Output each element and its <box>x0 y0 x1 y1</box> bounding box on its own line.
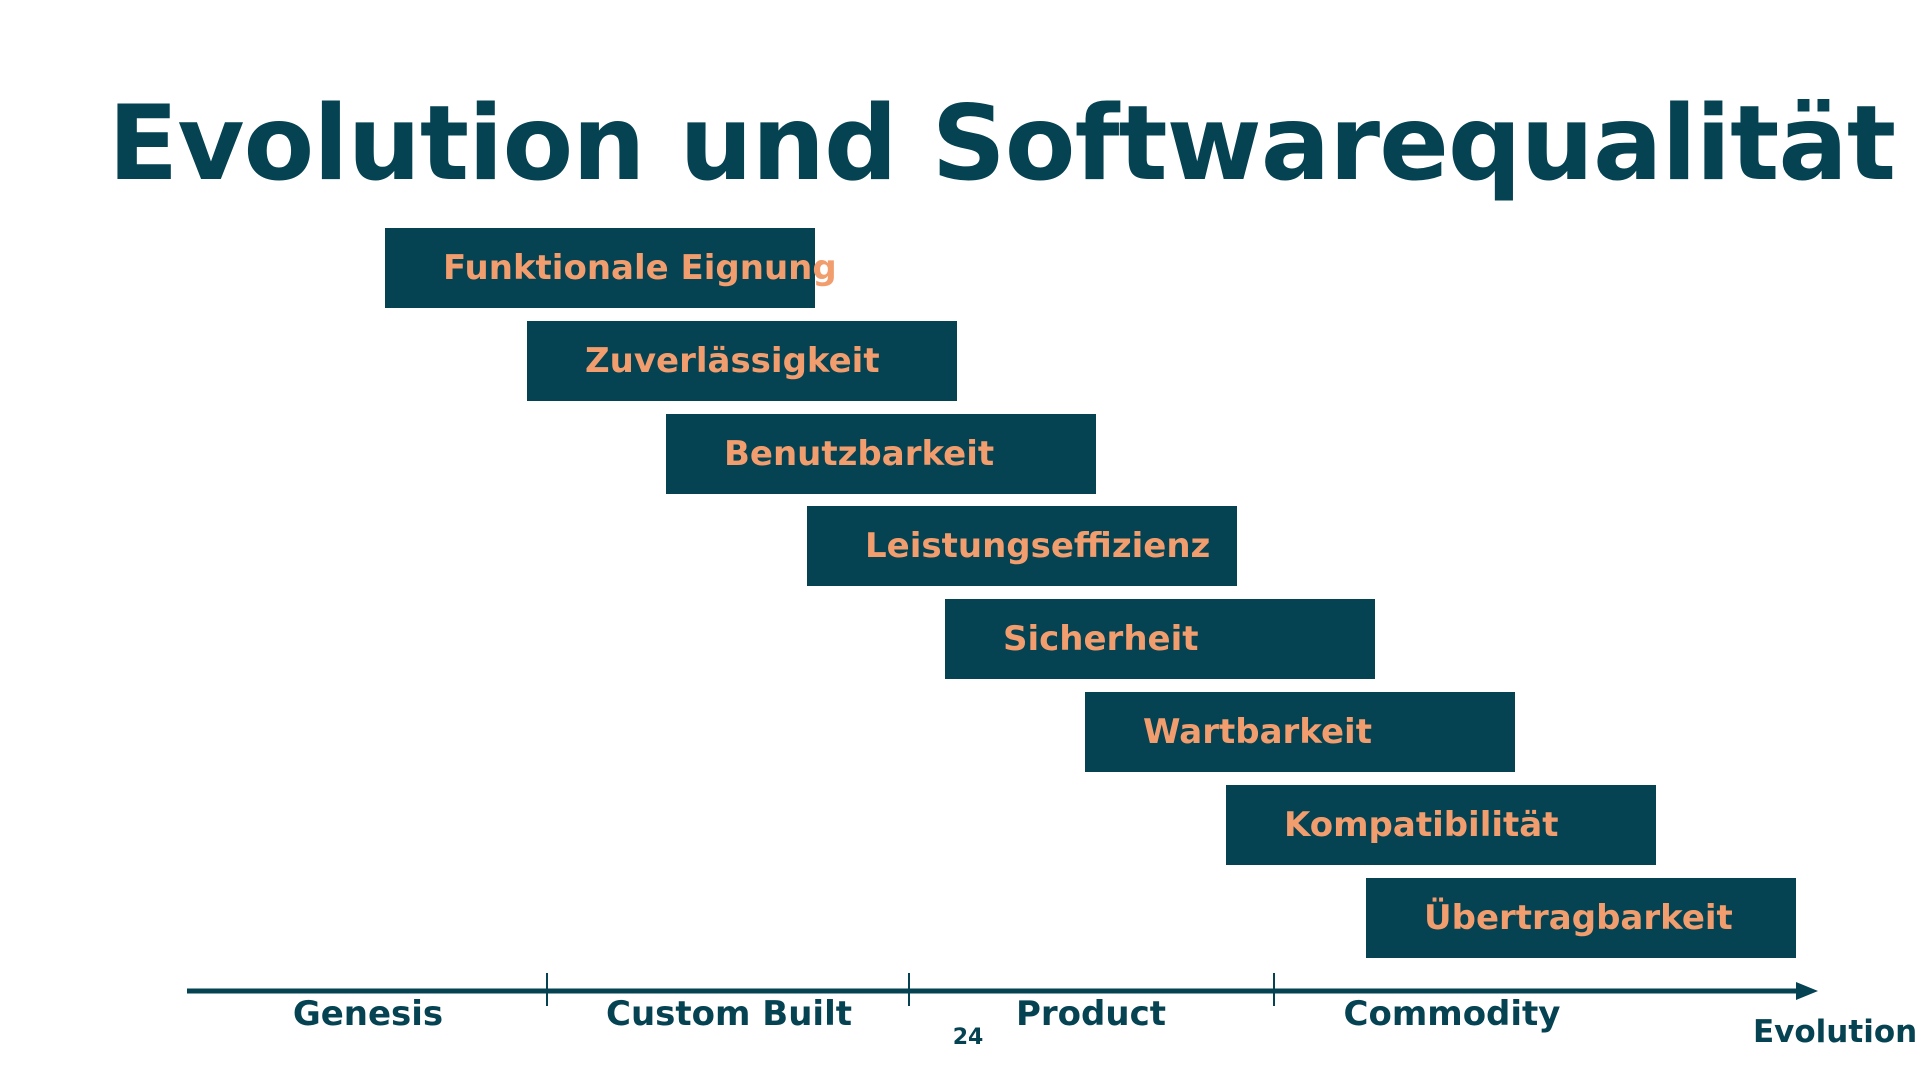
quality-bar-label: Kompatibilität <box>1284 805 1559 845</box>
quality-bar-portability: Übertragbarkeit <box>1366 878 1796 958</box>
quality-bar-label: Zuverlässigkeit <box>585 341 880 381</box>
quality-bar-performance-efficiency: Leistungseffizienz <box>807 506 1237 586</box>
quality-bar-label: Übertragbarkeit <box>1424 898 1733 938</box>
slide-title: Evolution und Softwarequalität <box>108 84 1896 204</box>
quality-bar-functional-suitability: Funktionale Eignung <box>385 228 837 308</box>
quality-bar-label: Wartbarkeit <box>1143 712 1372 752</box>
stage-label-commodity: Commodity <box>1343 994 1561 1034</box>
quality-bar-reliability: Zuverlässigkeit <box>527 321 957 401</box>
page-number: 24 <box>952 1025 984 1050</box>
axis-label-evolution: Evolution <box>1753 1014 1918 1050</box>
stage-label-custom-built: Custom Built <box>606 994 852 1034</box>
quality-bar-usability: Benutzbarkeit <box>666 414 1096 494</box>
quality-bar-label: Sicherheit <box>1003 619 1199 659</box>
stage-label-product: Product <box>1016 994 1166 1034</box>
quality-bar-label: Benutzbarkeit <box>724 434 995 474</box>
quality-bar-compatibility: Kompatibilität <box>1226 785 1656 865</box>
quality-bar-label: Funktionale Eignung <box>443 248 837 288</box>
quality-bar-label: Leistungseffizienz <box>865 526 1211 566</box>
quality-bar-security: Sicherheit <box>945 599 1375 679</box>
quality-bar-maintainability: Wartbarkeit <box>1085 692 1515 772</box>
stage-label-genesis: Genesis <box>292 994 444 1034</box>
axis-arrowhead <box>1796 982 1818 1000</box>
